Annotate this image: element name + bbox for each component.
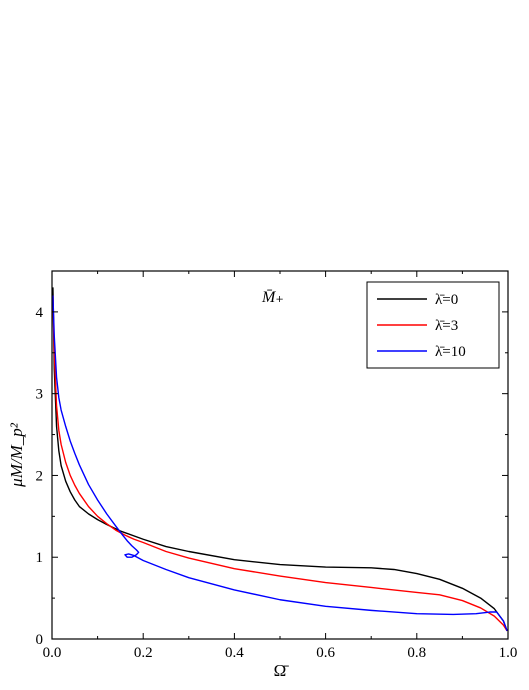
- series-line-1: [52, 295, 508, 632]
- x-tick-label: 1.0: [499, 645, 518, 661]
- y-tick-label: 2: [36, 468, 44, 484]
- legend-label-0: λ̄=0: [435, 292, 458, 308]
- x-tick-label: 0.6: [316, 645, 335, 661]
- x-tick-label: 0.2: [134, 645, 153, 661]
- annotation-label: M̄₊: [261, 289, 284, 306]
- series-line-0: [52, 287, 508, 632]
- x-tick-label: 0.8: [407, 645, 426, 661]
- x-axis-label: Ω̄: [274, 661, 290, 680]
- legend-label-1: λ̄=3: [435, 318, 458, 334]
- y-tick-label: 3: [36, 387, 44, 403]
- x-tick-label: 0.4: [225, 645, 244, 661]
- legend: λ̄=0 λ̄=3 λ̄=10: [366, 281, 500, 369]
- y-tick-label: 0: [36, 632, 44, 648]
- legend-label-2: λ̄=10: [435, 344, 466, 360]
- plot-layer: [52, 287, 508, 632]
- y-axis-label: μM/M_p²: [7, 422, 26, 488]
- series-line-2: [52, 295, 508, 632]
- x-tick-label: 0.0: [43, 645, 62, 661]
- axes-layer: 0.0 0.2 0.4 0.6 0.8 1.0 0 1 2 3 4: [36, 270, 518, 661]
- y-tick-label: 4: [36, 305, 44, 321]
- y-tick-label: 1: [36, 550, 44, 566]
